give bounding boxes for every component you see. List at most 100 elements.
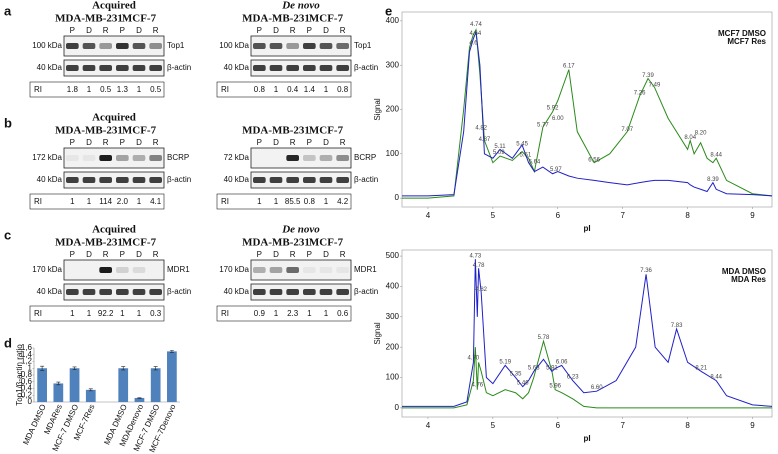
- ri-value: 4.1: [150, 197, 162, 206]
- size-label: 72 kDa: [224, 153, 250, 162]
- peak-label: 4.82: [475, 126, 487, 132]
- x-axis-title: pI: [583, 434, 590, 443]
- protein-label: MDR1: [167, 265, 190, 274]
- x-tick-label: 6: [556, 211, 561, 220]
- band: [132, 65, 146, 71]
- x-axis-title: pI: [583, 224, 590, 233]
- band: [99, 177, 112, 183]
- peak-label: 6.23: [567, 374, 579, 380]
- ri-value: 0.6: [337, 309, 349, 318]
- band: [286, 289, 299, 295]
- band: [66, 65, 79, 71]
- band: [116, 289, 129, 295]
- x-tick-label: 7: [620, 421, 625, 430]
- lane-label: R: [153, 26, 159, 35]
- lane-label: D: [323, 250, 329, 259]
- group-label: MCF-7: [309, 13, 344, 25]
- protein-label: Top1: [354, 41, 372, 50]
- size-label: 40 kDa: [224, 175, 250, 184]
- y-tick-label: 0,4: [21, 384, 33, 393]
- group-label: MDA-MB-231: [55, 237, 123, 249]
- size-label: 40 kDa: [37, 175, 63, 184]
- x-tick-label: 7: [620, 211, 625, 220]
- bar: [150, 368, 161, 402]
- band: [99, 43, 112, 49]
- band: [303, 289, 316, 295]
- ri-value: 1: [324, 309, 329, 318]
- ri-box: [29, 193, 165, 210]
- peak-label: 6.60: [591, 385, 603, 391]
- ri-value: 4.2: [337, 197, 349, 206]
- ri-box: [216, 81, 352, 98]
- ri-label: RI: [34, 197, 42, 206]
- protein-label: β-actin: [167, 287, 191, 296]
- peak-label: 5.51: [519, 153, 531, 159]
- y-tick-label: 0: [28, 397, 33, 406]
- plot-frame: [401, 249, 773, 418]
- band: [149, 289, 162, 295]
- lane-label: R: [153, 250, 159, 259]
- band: [253, 43, 266, 49]
- peak-label: 4.74: [470, 22, 482, 28]
- band: [303, 177, 316, 183]
- blot-box: [63, 283, 165, 301]
- size-label: 40 kDa: [37, 287, 63, 296]
- ri-value: 0.5: [150, 85, 162, 94]
- size-label: 170 kDa: [32, 265, 62, 274]
- ri-label: RI: [221, 197, 229, 206]
- bar: [53, 383, 64, 402]
- peak-label: 8.04: [684, 135, 696, 141]
- y-tick-label: 400: [386, 282, 400, 291]
- peak-label: 8.20: [695, 131, 707, 137]
- ri-label: RI: [221, 309, 229, 318]
- lane-label: P: [70, 250, 75, 259]
- peak-label: 4.6: [469, 41, 478, 47]
- group-label: MDA-MB-231: [242, 237, 310, 249]
- peak-label: 8.21: [695, 365, 707, 371]
- size-label: 40 kDa: [37, 63, 63, 72]
- peak-label: 5.91: [546, 365, 558, 371]
- legend-entry: MDA Res: [731, 275, 766, 284]
- blot-box: [250, 259, 352, 281]
- band: [149, 155, 162, 161]
- band: [319, 65, 333, 71]
- y-tick-label: 200: [386, 105, 400, 114]
- peak-label: 5.77: [537, 123, 549, 129]
- band: [336, 177, 349, 183]
- y-tick-label: 300: [386, 60, 400, 69]
- band: [286, 155, 299, 161]
- band: [303, 43, 316, 49]
- size-label: 100 kDa: [219, 41, 249, 50]
- y-tick-label: 100: [386, 373, 400, 382]
- group-label: MDA-MB-231: [242, 125, 310, 137]
- lane-label: R: [340, 26, 346, 35]
- lane-label: D: [86, 250, 92, 259]
- y-tick-label: 0: [395, 403, 400, 412]
- ri-value: 1: [87, 309, 92, 318]
- blot-heading: Acquired: [92, 0, 136, 12]
- band: [66, 43, 79, 49]
- band: [319, 267, 333, 273]
- band: [336, 155, 349, 161]
- band: [116, 65, 129, 71]
- legend-entry: MCF7 DMSO: [718, 29, 766, 38]
- y-axis-title: Signal: [373, 98, 382, 120]
- lane-label: D: [323, 26, 329, 35]
- peak-label: 7.39: [642, 73, 654, 79]
- y-tick-label: 0: [395, 193, 400, 202]
- ri-box: [216, 193, 352, 210]
- panel-letter: e: [385, 3, 392, 18]
- blot-heading: Acquired: [92, 112, 136, 124]
- y-tick-label: 200: [386, 342, 400, 351]
- band: [303, 155, 316, 161]
- x-tick-label: 8: [685, 421, 690, 430]
- ri-box: [29, 305, 165, 322]
- x-tick-label: 6: [556, 421, 561, 430]
- band: [253, 289, 266, 295]
- size-label: 100 kDa: [32, 41, 62, 50]
- protein-label: BCRP: [354, 153, 376, 162]
- band: [132, 267, 146, 273]
- blot-box: [250, 147, 352, 169]
- bar: [167, 351, 177, 402]
